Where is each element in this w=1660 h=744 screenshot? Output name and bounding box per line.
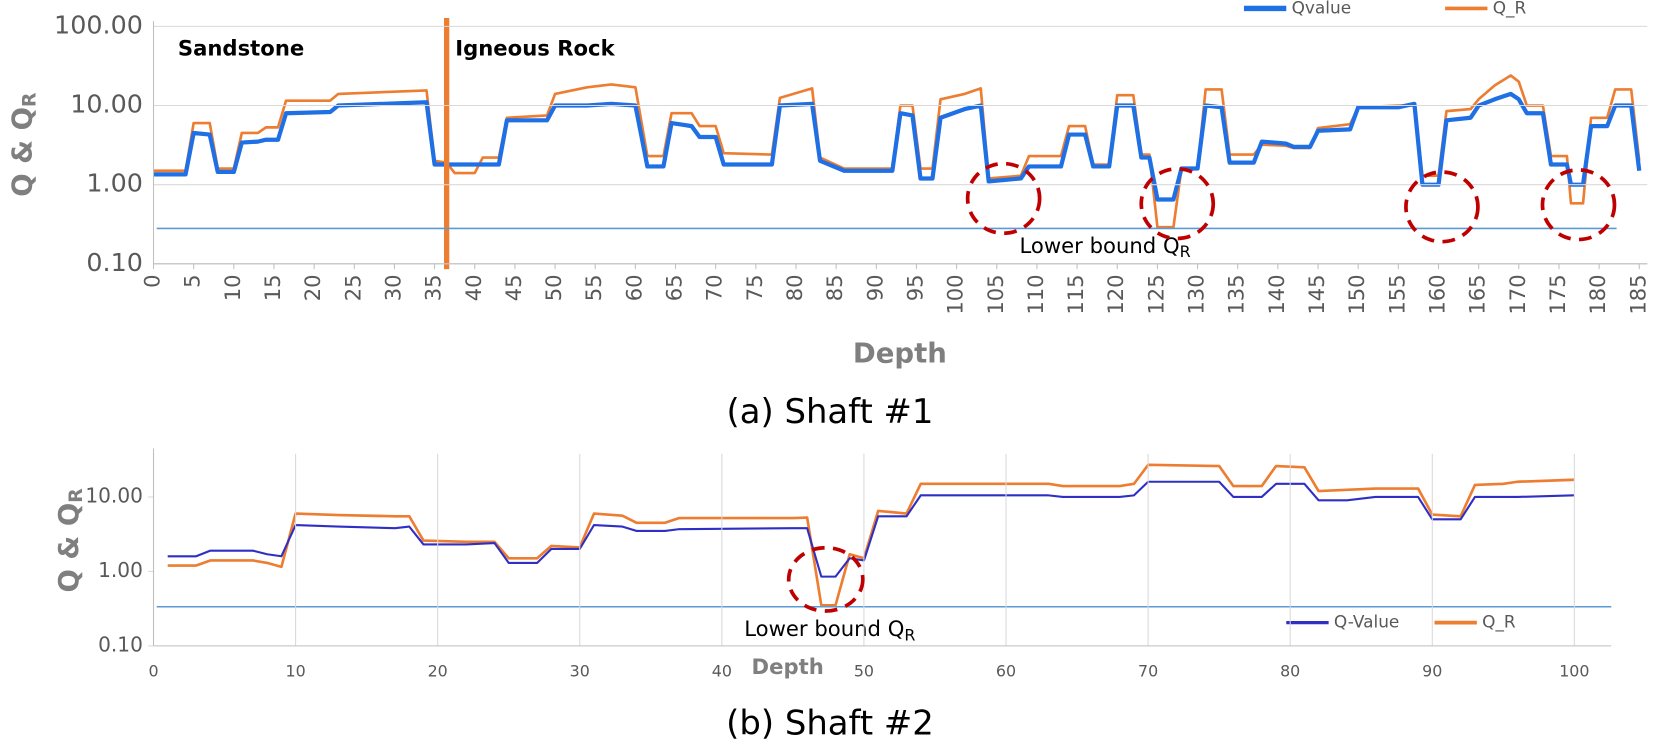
x-tick-label: 60 (996, 662, 1016, 681)
x-tick-label: 20 (300, 274, 325, 301)
x-tick-label: 75 (742, 274, 767, 301)
x-tick-label: 95 (902, 274, 927, 301)
highlight-circle (1139, 167, 1216, 241)
x-tick-label: 80 (1280, 662, 1300, 681)
x-tick-label: 110 (1023, 274, 1048, 314)
y-tick-label: 100.00 (54, 9, 143, 39)
y-tick-label: 10.00 (70, 89, 143, 119)
x-tick-label: 130 (1184, 274, 1209, 314)
x-tick-label: 10 (285, 662, 305, 681)
x-tick-label: 0 (139, 274, 164, 287)
x-tick-label: 175 (1545, 274, 1570, 314)
x-tick-label: 90 (862, 274, 887, 301)
highlight-circles (786, 161, 1617, 613)
annotation-sub: R (904, 625, 915, 644)
highlight-circle (965, 161, 1042, 236)
data-line (167, 463, 1575, 607)
x-tick-label: 100 (1559, 662, 1589, 681)
x-tick-label: 25 (340, 274, 365, 301)
x-tick-label: 60 (621, 274, 646, 301)
x-tick-label: 40 (461, 274, 486, 301)
x-tick-label: 30 (570, 662, 590, 681)
x-tick-label: 30 (380, 274, 405, 301)
y-axis-label-sub: R (18, 92, 40, 107)
y-axis-label-text: Q & Q (53, 503, 85, 593)
caption: (b) Shaft #2 (726, 704, 934, 743)
x-tick-label: 180 (1585, 274, 1610, 314)
x-tick-label: 105 (983, 274, 1008, 314)
highlight-circle (1540, 168, 1617, 242)
annotation: Sandstone (178, 36, 304, 61)
x-axis-label: Depth (853, 338, 947, 370)
y-tick-label: 10.00 (85, 483, 143, 507)
annotation-text: Lower bound Q (744, 616, 904, 641)
legend-label: Q_R (1493, 0, 1527, 18)
x-tick-label: 20 (428, 662, 448, 681)
annotation: Igneous Rock (455, 36, 615, 61)
y-tick-label: 0.10 (86, 247, 143, 277)
x-tick-label: 165 (1465, 274, 1490, 314)
annotation: Lower bound QR (744, 616, 915, 644)
x-tick-label: 65 (662, 274, 687, 301)
y-tick-label: 1.00 (86, 168, 143, 198)
x-tick-label: 140 (1264, 274, 1289, 314)
x-tick-label: 50 (854, 662, 874, 681)
annotation-text: Igneous Rock (455, 36, 615, 61)
x-tick-label: 45 (501, 274, 526, 301)
x-tick-label: 155 (1384, 274, 1409, 314)
annotation-text: Sandstone (178, 36, 304, 61)
highlight-circle (786, 545, 865, 613)
x-tick-label: 135 (1224, 274, 1249, 314)
data-line (153, 74, 1641, 229)
legend-label: Qvalue (1292, 0, 1352, 17)
x-tick-label: 150 (1344, 274, 1369, 314)
y-axis-label: Q & QR (6, 92, 40, 197)
x-tick-label: 145 (1304, 274, 1329, 314)
x-axis-label: Depth (752, 654, 824, 679)
x-tick-label: 80 (782, 274, 807, 301)
y-axis-label-text: Q & Q (6, 107, 38, 197)
annotation: Lower bound QR (1020, 233, 1191, 261)
x-tick-label: 35 (421, 274, 446, 301)
y-tick-label: 0.10 (98, 632, 143, 656)
x-tick-label: 120 (1103, 274, 1128, 314)
x-tick-label: 5 (180, 274, 205, 287)
x-tick-label: 10 (220, 274, 245, 301)
x-tick-label: 40 (712, 662, 732, 681)
legend-label: Q-Value (1334, 612, 1399, 632)
x-tick-label: 50 (541, 274, 566, 301)
x-tick-label: 100 (943, 274, 968, 314)
highlight-circle (1404, 170, 1480, 244)
x-tick-label: 70 (1138, 662, 1158, 681)
x-tick-label: 125 (1143, 274, 1168, 314)
x-tick-label: 70 (702, 274, 727, 301)
data-line (153, 91, 1642, 202)
x-tick-label: 15 (260, 274, 285, 301)
y-tick-label: 1.00 (98, 558, 143, 582)
x-tick-label: 170 (1505, 274, 1530, 314)
data-line (167, 480, 1575, 578)
y-axis-label-sub: R (65, 488, 87, 503)
x-tick-label: 85 (822, 274, 847, 301)
x-tick-label: 160 (1424, 274, 1449, 314)
x-tick-label: 185 (1625, 274, 1650, 314)
annotation-text: Lower bound Q (1020, 233, 1180, 258)
x-tick-label: 55 (581, 274, 606, 301)
x-tick-label: 115 (1063, 274, 1088, 314)
x-tick-label: 0 (148, 662, 158, 681)
caption: (a) Shaft #1 (727, 392, 934, 431)
annotation-sub: R (1180, 242, 1191, 261)
x-tick-label: 90 (1422, 662, 1442, 681)
y-axis-label: Q & QR (53, 488, 87, 593)
legend-label: Q_R (1482, 612, 1516, 633)
